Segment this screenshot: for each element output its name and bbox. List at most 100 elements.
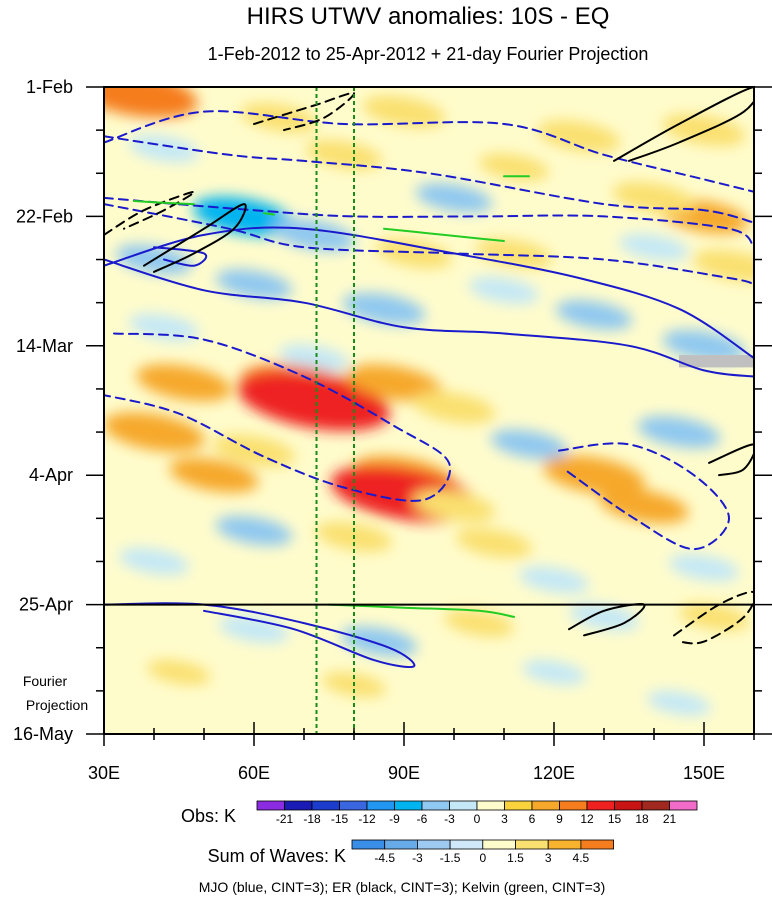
y-axis: 1-Feb 22-Feb 14-Mar 4-Apr 25-Apr 16-May [13, 77, 772, 744]
y-tick-label: 4-Apr [29, 465, 73, 485]
waves-colorbar-swatch [384, 839, 418, 850]
anomaly-patch [599, 488, 689, 524]
anomaly-patch [272, 218, 356, 251]
obs-colorbar-label: Obs: K [181, 806, 236, 826]
y-tick-label: 22-Feb [16, 206, 73, 226]
anomaly-patch [346, 364, 442, 402]
anomaly-patch [104, 412, 205, 452]
anomaly-patch [637, 416, 721, 449]
projection-label-line2: Projection [26, 697, 88, 713]
obs-colorbar-level: 3 [501, 812, 508, 826]
obs-colorbar-swatch [504, 800, 533, 811]
wave-contours [104, 87, 754, 668]
x-tick-label: 30E [88, 763, 120, 783]
y-tick-label: 25-Apr [19, 595, 73, 615]
waves-colorbar-swatch [547, 839, 582, 850]
anomaly-patch [490, 429, 568, 460]
anomaly-patch [543, 455, 645, 495]
anomaly-patch [128, 135, 200, 163]
kelvin-contour [328, 603, 515, 618]
er-contour [613, 87, 754, 162]
anomaly-patch [612, 181, 696, 214]
obs-colorbar-level: -12 [358, 812, 376, 826]
obs-colorbar-swatch [366, 800, 395, 811]
y-tick-label: 14-Mar [16, 336, 73, 356]
x-tick-label: 60E [238, 763, 270, 783]
anomaly-patch [522, 659, 586, 685]
footer-note: MJO (blue, CINT=3); ER (black, CINT=3); … [199, 879, 606, 895]
kelvin-contour [263, 212, 275, 216]
anomaly-patch [668, 554, 740, 582]
anomaly-patch [518, 566, 590, 594]
anomaly-patch [340, 626, 418, 657]
obs-colorbar-swatch [531, 800, 560, 811]
obs-colorbar-level: -15 [331, 812, 349, 826]
waves-colorbar-label: Sum of Waves: K [208, 846, 346, 866]
anomaly-patch [215, 515, 293, 546]
anomaly-patch [468, 276, 540, 304]
mjo-contour [558, 442, 731, 551]
obs-colorbar: Obs: K -21 -18 -15 -12 -9 -6 -3 0 3 6 9 12 15 18 21 [181, 800, 698, 826]
mjo-contour [104, 332, 452, 502]
anomaly-patch [412, 391, 496, 424]
waves-colorbar-swatch [416, 839, 451, 850]
obs-colorbar-level: -6 [417, 812, 428, 826]
mjo-contour [104, 135, 754, 224]
anomaly-patch [478, 153, 550, 181]
er-contour [673, 590, 754, 645]
mjo-contour [104, 258, 754, 378]
mjo-contour [104, 196, 754, 249]
obs-colorbar-level: 12 [580, 812, 594, 826]
obs-colorbar-level: 21 [663, 812, 677, 826]
obs-colorbar-swatch [586, 800, 615, 811]
kelvin-contour [133, 200, 195, 206]
waves-colorbar-level: -1.5 [440, 851, 461, 865]
anomaly-patch [443, 609, 515, 637]
mjo-contour [153, 246, 208, 267]
anomaly-patch [678, 603, 750, 631]
missing-data-patch [679, 355, 754, 368]
waves-colorbar: Sum of Waves: K -4.5 -3 -1.5 0 1.5 3 4.5 [208, 839, 615, 866]
obs-colorbar-level: 0 [474, 812, 481, 826]
waves-colorbar-swatch [351, 839, 386, 850]
anomaly-patch [375, 238, 453, 269]
reference-lines [315, 87, 355, 734]
anomaly-patch [618, 233, 690, 261]
x-tick-label: 90E [388, 763, 420, 783]
obs-colorbar-level: -9 [389, 812, 400, 826]
anomaly-patch [647, 690, 711, 716]
anomaly-patch [362, 95, 446, 128]
anomaly-patch [118, 547, 190, 576]
waves-colorbar-level: 4.5 [573, 851, 590, 865]
anomaly-patch [136, 364, 232, 402]
obs-colorbar-swatch [339, 800, 368, 811]
anomaly-patch [237, 371, 391, 431]
waves-colorbar-level: 3 [545, 851, 552, 865]
obs-colorbar-level: -21 [276, 812, 294, 826]
obs-colorbar-swatch [449, 800, 478, 811]
missing-data-layer [679, 355, 754, 368]
anomaly-patch [193, 196, 295, 237]
obs-colorbar-level: 15 [608, 812, 622, 826]
waves-colorbar-swatch [580, 839, 615, 850]
anomaly-patch [104, 87, 198, 118]
er-contour [104, 190, 196, 236]
x-tick-label: 120E [533, 763, 575, 783]
waves-colorbar-level: 1.5 [507, 851, 524, 865]
kelvin-contour [383, 227, 505, 242]
x-axis: 30E 60E 90E 120E 150E [88, 722, 755, 783]
anomaly-patch [212, 434, 296, 467]
waves-colorbar-swatch [515, 839, 549, 850]
mjo-contour [104, 226, 754, 360]
anomaly-patch [278, 344, 350, 372]
obs-colorbar-swatch [311, 800, 340, 811]
y-tick-label: 16-May [13, 724, 73, 744]
waves-colorbar-level: -3 [412, 851, 423, 865]
er-contour [143, 203, 247, 273]
obs-colorbar-swatch [394, 800, 423, 811]
er-contour [253, 91, 356, 132]
chart-title: HIRS UTWV anomalies: 10S - EQ [247, 3, 610, 30]
anomaly-patch [218, 615, 290, 643]
obs-colorbar-swatch [614, 800, 643, 811]
